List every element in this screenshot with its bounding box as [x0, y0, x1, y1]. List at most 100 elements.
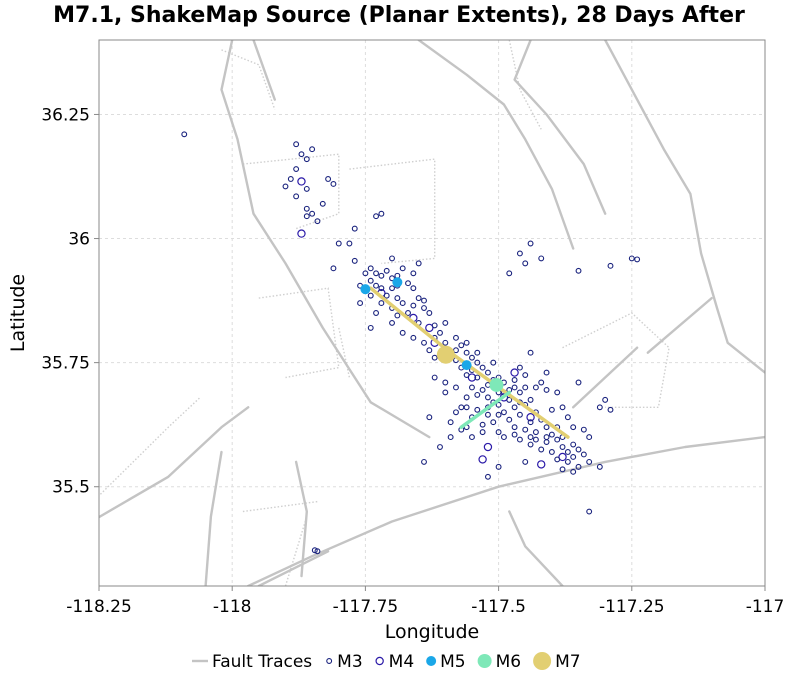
- event-m3: [335, 240, 342, 247]
- fault-trace-minor: [562, 312, 670, 408]
- event-m3: [303, 213, 310, 220]
- plot-frame: [98, 39, 766, 587]
- event-m3: [580, 426, 587, 433]
- event-m3: [532, 429, 539, 436]
- legend-label: M6: [496, 652, 521, 672]
- major-events: [360, 277, 504, 392]
- legend-label: M7: [555, 652, 580, 672]
- event-m3: [298, 151, 305, 158]
- event-m3: [628, 255, 635, 262]
- fault-trace-minor: [284, 516, 308, 586]
- event-m3: [564, 449, 571, 455]
- event-m3: [415, 295, 422, 302]
- event-m3: [543, 369, 550, 376]
- event-m3: [325, 176, 332, 182]
- legend-swatch: [375, 656, 384, 666]
- event-m3: [463, 349, 470, 356]
- event-m3: [602, 396, 609, 403]
- event-m4: [537, 460, 546, 469]
- event-m3: [570, 424, 577, 431]
- chart-title: M7.1, ShakeMap Source (Planar Extents), …: [53, 3, 745, 28]
- event-m3: [410, 302, 417, 309]
- event-m3: [522, 372, 529, 378]
- event-m3: [453, 334, 459, 341]
- event-m3: [516, 436, 523, 443]
- event-m3: [543, 434, 550, 441]
- event-m3: [378, 300, 385, 307]
- event-m4: [483, 442, 493, 452]
- event-m3: [554, 436, 561, 443]
- fault-trace: [604, 40, 765, 374]
- event-m3: [410, 285, 417, 292]
- x-tick-label: -117.5: [471, 597, 526, 617]
- event-m3: [575, 379, 582, 386]
- event-m3: [330, 180, 337, 187]
- legend-swatch: [326, 658, 333, 664]
- fault-trace: [294, 460, 308, 578]
- event-m3: [495, 429, 502, 436]
- event-m3: [293, 193, 300, 200]
- legend-item-m6: M6: [477, 652, 521, 672]
- rupture-trace-secondary: [459, 390, 512, 429]
- event-m3: [405, 310, 411, 316]
- y-tick-label: 36.25: [41, 105, 90, 125]
- event-m3: [314, 548, 321, 555]
- event-m3: [527, 240, 534, 247]
- event-m3: [527, 441, 534, 448]
- plot-content: [99, 40, 765, 586]
- fault-trace-minor: [338, 327, 351, 378]
- event-m3: [314, 218, 321, 225]
- event-m3: [511, 377, 518, 383]
- event-m3: [463, 339, 470, 346]
- y-tick-label: 36: [68, 230, 90, 250]
- event-m4: [425, 323, 434, 333]
- event-m3: [511, 431, 518, 438]
- event-m3: [564, 458, 571, 465]
- event-m3: [346, 240, 353, 247]
- event-m3: [522, 260, 529, 267]
- fault-traces: [99, 40, 765, 586]
- event-m3: [586, 508, 593, 515]
- event-m4: [297, 229, 306, 238]
- event-m3: [586, 458, 593, 465]
- event-m4: [558, 452, 567, 462]
- event-m3: [575, 463, 582, 470]
- event-m3: [586, 434, 593, 441]
- event-m5: [461, 360, 472, 371]
- x-tick-label: -118.25: [66, 597, 132, 617]
- event-m3: [527, 434, 534, 441]
- event-m3: [311, 547, 318, 554]
- event-m3: [554, 389, 561, 396]
- event-m3: [410, 334, 417, 341]
- event-m3: [532, 436, 539, 443]
- event-m7: [436, 345, 455, 364]
- event-m3: [431, 354, 438, 361]
- event-m3: [538, 255, 545, 262]
- fault-trace: [417, 40, 575, 250]
- grid: [99, 40, 765, 586]
- event-m3: [463, 372, 470, 378]
- event-m3: [479, 421, 486, 428]
- event-m3: [495, 401, 502, 408]
- event-m3: [463, 394, 470, 401]
- event-m3: [367, 292, 374, 299]
- legend-label: M3: [337, 652, 362, 672]
- event-m3: [484, 369, 491, 376]
- event-m3: [607, 406, 614, 413]
- event-m3: [303, 205, 310, 212]
- y-tick-label: 35.5: [52, 478, 90, 498]
- event-m3: [362, 270, 369, 277]
- event-m4: [467, 373, 477, 382]
- event-m3: [442, 339, 449, 346]
- event-m3: [453, 384, 459, 391]
- fault-trace-minor: [508, 40, 542, 130]
- event-m3: [330, 265, 337, 272]
- event-m3: [367, 324, 374, 331]
- event-m3: [378, 272, 385, 279]
- event-m3: [378, 285, 385, 292]
- fault-trace: [513, 40, 607, 215]
- event-m3: [511, 404, 518, 411]
- event-m3: [575, 267, 582, 274]
- event-m3: [596, 463, 603, 470]
- event-m3: [469, 354, 475, 361]
